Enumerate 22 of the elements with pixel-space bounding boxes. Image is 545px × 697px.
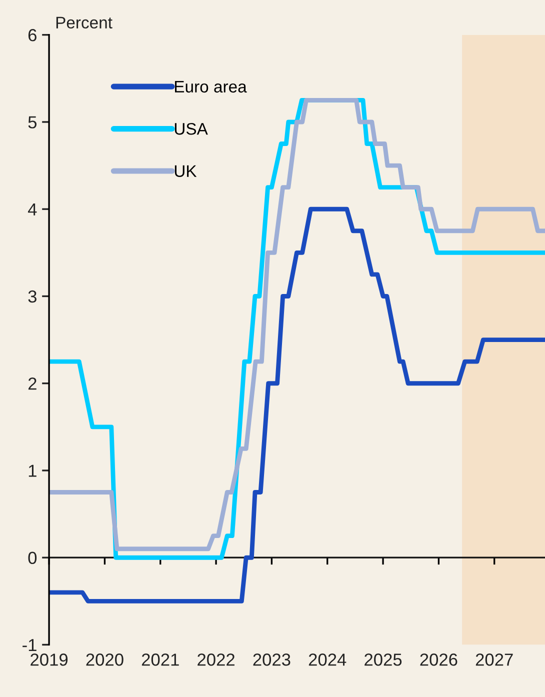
legend-label: Euro area [175,80,247,93]
y-tick-label: 2 [28,378,36,390]
x-tick-label: 2025 [364,654,402,666]
y-tick-label: 6 [28,29,36,42]
legend-label: USA [174,122,208,135]
y-tick-label: 0 [28,552,37,564]
y-axis-title: Percent [56,16,112,29]
legend-label: UK [174,165,197,177]
y-tick-label: -1 [22,639,36,652]
x-tick-label: 2020 [86,654,124,666]
y-tick-label: 5 [28,116,37,128]
x-tick-label: 2026 [420,654,458,666]
x-tick-label: 2022 [198,654,234,666]
x-tick-label: 2021 [142,654,179,666]
x-tick-label: 2019 [30,654,68,666]
y-tick-label: 1 [28,464,36,477]
y-tick-label: 3 [28,290,36,303]
line-series [49,206,545,604]
y-tick-label: 4 [28,203,37,216]
x-tick-label: 2024 [308,654,346,666]
x-tick-label: 2023 [253,654,290,666]
x-tick-label: 2027 [476,654,513,666]
